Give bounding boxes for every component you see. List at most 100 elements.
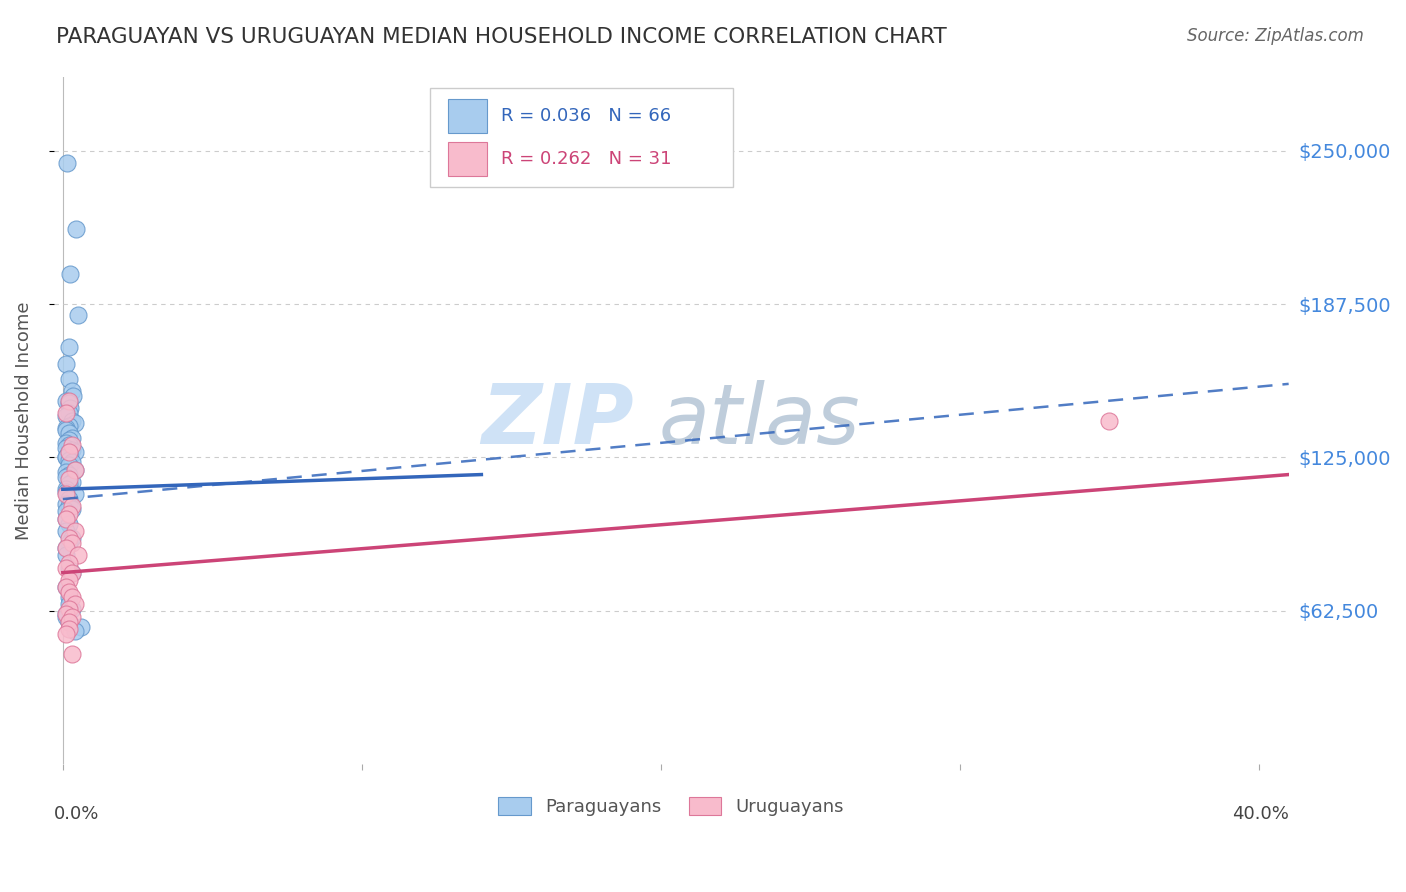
Point xyxy=(58,406,80,420)
Point xyxy=(58,434,80,448)
Point xyxy=(55,560,77,574)
Point xyxy=(60,500,83,514)
Point xyxy=(55,483,77,497)
Point xyxy=(58,340,80,354)
Point xyxy=(55,470,77,484)
Point xyxy=(58,556,80,570)
Point xyxy=(63,524,86,538)
Point xyxy=(58,394,80,409)
Point xyxy=(60,501,83,516)
Point xyxy=(60,590,83,604)
Point xyxy=(60,609,83,624)
Point xyxy=(55,511,77,525)
Point xyxy=(63,598,86,612)
Text: PARAGUAYAN VS URUGUAYAN MEDIAN HOUSEHOLD INCOME CORRELATION CHART: PARAGUAYAN VS URUGUAYAN MEDIAN HOUSEHOLD… xyxy=(56,27,948,46)
Point xyxy=(60,384,83,399)
Point xyxy=(55,484,77,499)
Point xyxy=(58,615,80,629)
Point xyxy=(58,477,80,491)
Point xyxy=(58,560,80,574)
Point xyxy=(60,438,83,452)
Point xyxy=(55,504,77,518)
Point xyxy=(58,507,80,521)
Point xyxy=(58,438,80,452)
Point xyxy=(63,463,86,477)
Point xyxy=(66,549,89,563)
Point xyxy=(58,372,80,386)
Point xyxy=(63,624,86,639)
Point xyxy=(62,389,84,403)
Point xyxy=(60,647,83,661)
Point xyxy=(1098,414,1121,428)
Point xyxy=(60,566,83,580)
Text: ZIP: ZIP xyxy=(482,380,634,461)
Point xyxy=(63,487,86,501)
Point xyxy=(60,443,83,458)
Point xyxy=(55,441,77,455)
Point xyxy=(58,445,80,459)
Point xyxy=(60,431,83,445)
Point xyxy=(58,598,80,612)
Point xyxy=(55,607,77,622)
Point xyxy=(55,450,77,465)
Text: R = 0.036   N = 66: R = 0.036 N = 66 xyxy=(501,107,671,125)
Point xyxy=(63,416,86,430)
Point xyxy=(60,566,83,580)
Point xyxy=(55,627,77,641)
Point xyxy=(58,536,80,550)
FancyBboxPatch shape xyxy=(430,87,733,187)
Point xyxy=(58,585,80,599)
Point xyxy=(55,357,77,371)
Point xyxy=(55,435,77,450)
FancyBboxPatch shape xyxy=(447,142,488,177)
Point xyxy=(60,475,83,489)
Point xyxy=(55,607,77,622)
Point xyxy=(59,267,82,281)
Point xyxy=(58,425,80,440)
Text: R = 0.262   N = 31: R = 0.262 N = 31 xyxy=(501,150,671,168)
Point xyxy=(55,394,77,409)
Point xyxy=(56,156,79,170)
Point xyxy=(60,531,83,545)
Point xyxy=(55,450,77,465)
Text: 0.0%: 0.0% xyxy=(53,805,100,823)
Y-axis label: Median Household Income: Median Household Income xyxy=(15,301,32,540)
Point xyxy=(63,463,86,477)
Point xyxy=(55,541,77,555)
Point xyxy=(58,622,80,636)
Point xyxy=(58,590,80,604)
Text: 40.0%: 40.0% xyxy=(1232,805,1289,823)
Point xyxy=(60,536,83,550)
Legend: Paraguayans, Uruguayans: Paraguayans, Uruguayans xyxy=(491,789,851,823)
Point xyxy=(58,445,80,459)
Point xyxy=(55,487,77,501)
Point xyxy=(55,406,77,420)
Point xyxy=(58,602,80,616)
Point xyxy=(55,409,77,423)
Point xyxy=(58,492,80,507)
Point xyxy=(60,455,83,469)
Point xyxy=(69,619,91,633)
Point xyxy=(55,549,77,563)
Point xyxy=(58,473,80,487)
Text: Source: ZipAtlas.com: Source: ZipAtlas.com xyxy=(1187,27,1364,45)
Point xyxy=(58,467,80,482)
Point xyxy=(55,609,77,624)
Point xyxy=(58,573,80,587)
Point xyxy=(58,396,80,410)
Point xyxy=(58,453,80,467)
Point xyxy=(58,458,80,472)
Point xyxy=(66,308,89,322)
Point xyxy=(58,615,80,629)
Point xyxy=(55,497,77,511)
Point xyxy=(63,445,86,459)
Point xyxy=(55,465,77,479)
Point xyxy=(58,531,80,545)
Point xyxy=(55,424,77,438)
Point xyxy=(55,541,77,555)
Point xyxy=(59,401,82,416)
Text: atlas: atlas xyxy=(659,380,860,461)
Point xyxy=(60,414,83,428)
Point xyxy=(55,524,77,538)
Point xyxy=(58,448,80,462)
